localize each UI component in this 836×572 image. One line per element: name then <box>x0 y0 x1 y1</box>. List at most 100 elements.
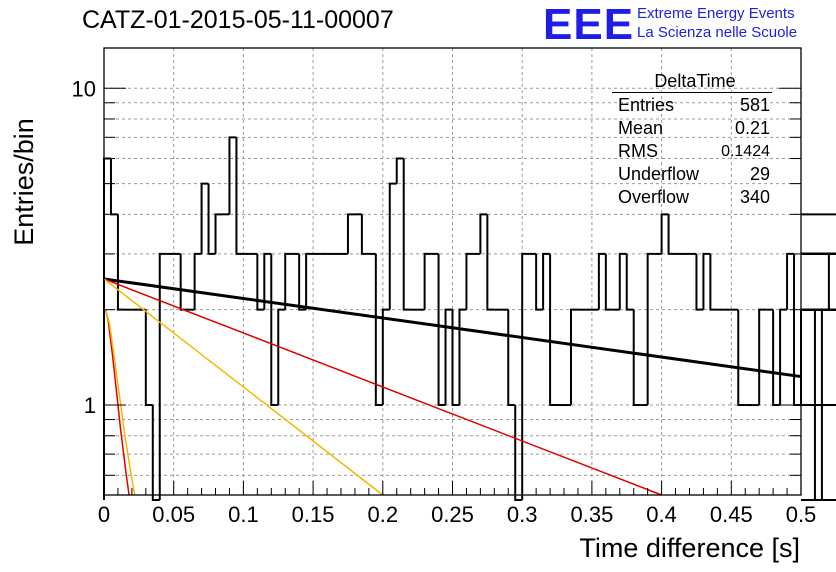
histogram-bin <box>444 308 453 406</box>
histogram-bin <box>458 308 467 406</box>
histogram-bin <box>758 308 767 406</box>
histogram-bin <box>569 308 578 406</box>
fit-curves <box>103 277 802 496</box>
histogram-bin <box>305 252 314 310</box>
histogram-bin <box>235 137 244 255</box>
histogram-bin <box>298 253 307 311</box>
histogram-bin <box>423 252 432 310</box>
y-tick-label: 10 <box>72 76 96 101</box>
fit-curve <box>103 277 802 379</box>
histogram-bin <box>801 308 836 311</box>
histogram-bin <box>193 252 202 310</box>
histogram-bin <box>144 309 153 407</box>
x-tick-label: 0.5 <box>786 502 817 527</box>
histogram-bin <box>479 213 488 254</box>
histogram-bin <box>702 252 711 310</box>
stats-value: 340 <box>739 187 770 207</box>
stats-row-rms: RMS 0.1424 <box>612 140 772 163</box>
stats-value: 581 <box>739 95 770 115</box>
histogram-bin <box>451 309 460 407</box>
stats-value: 0.21 <box>734 118 770 138</box>
histogram-bin <box>542 252 551 310</box>
histogram-bin <box>263 252 272 310</box>
histogram-bin <box>507 309 516 407</box>
histogram-bin <box>632 309 641 407</box>
x-tick-label: 0 <box>98 502 110 527</box>
histogram-bin <box>801 308 836 311</box>
histogram-bin <box>535 253 544 311</box>
stats-row-overflow: Overflow 340 <box>612 186 772 209</box>
histogram-bin <box>801 252 836 255</box>
histogram-bin <box>597 252 606 310</box>
histogram-bin <box>207 183 216 255</box>
histogram-bin <box>801 252 836 255</box>
histogram-bin <box>437 253 446 407</box>
stats-box: DeltaTime Entries 581 Mean 0.21 RMS 0.14… <box>612 70 772 209</box>
histogram-bin <box>801 252 836 255</box>
x-tick-label: 0.1 <box>228 502 259 527</box>
x-tick-label: 0.3 <box>507 502 538 527</box>
histogram-bin <box>646 252 655 406</box>
histogram-bin <box>801 404 836 407</box>
fit-curve <box>104 309 136 496</box>
histogram-bin <box>801 213 836 216</box>
histogram-bin <box>801 308 836 311</box>
histogram-bin <box>801 404 836 407</box>
x-tick-label: 0.05 <box>152 502 195 527</box>
stats-label: Overflow <box>618 187 690 207</box>
histogram-bin <box>514 405 523 501</box>
histogram-bin <box>801 252 836 255</box>
histogram-bin <box>801 308 836 311</box>
histogram-bin <box>395 157 404 184</box>
fit-curve <box>103 278 384 496</box>
stats-label: Mean <box>618 118 664 138</box>
histogram-bin <box>801 252 830 310</box>
x-tick-label: 0.2 <box>368 502 399 527</box>
run-title: CATZ-01-2015-05-11-00007 <box>82 6 394 34</box>
histogram-bin <box>549 253 558 407</box>
x-axis-label: Time difference [s] <box>579 533 800 563</box>
histogram-bin <box>801 308 836 311</box>
stats-row-underflow: Underflow 29 <box>612 163 772 186</box>
histogram-bin <box>270 253 279 407</box>
fit-curve <box>103 278 662 496</box>
histogram-bin <box>402 158 411 311</box>
histogram-bin <box>801 308 836 311</box>
axis-ticks <box>103 87 802 495</box>
histogram-bin <box>158 252 167 500</box>
histogram-bin <box>801 404 836 407</box>
histogram-bin <box>604 253 613 311</box>
histogram-bin <box>801 252 836 255</box>
stats-row-entries: Entries 581 <box>612 94 772 117</box>
x-tick-label: 0.25 <box>431 502 474 527</box>
histogram-bin <box>116 214 125 311</box>
eee-logo: EEE <box>543 0 635 49</box>
eee-tagline: Extreme Energy Events La Scienza nelle S… <box>637 4 797 42</box>
histogram-bin <box>801 308 836 311</box>
histogram-bin <box>709 253 718 311</box>
fit-curve <box>104 309 130 496</box>
y-axis-label: Entries/bin <box>9 118 39 246</box>
histogram-bin <box>801 404 836 407</box>
histogram-bin <box>256 253 265 311</box>
stats-divider <box>612 92 772 93</box>
histogram-bin <box>660 213 669 254</box>
histogram-bin <box>214 213 223 254</box>
stats-label: RMS <box>618 141 658 161</box>
histogram-bin <box>374 253 383 407</box>
histogram-bin <box>388 182 397 310</box>
histogram-bin <box>801 252 836 255</box>
eee-tagline-line1: Extreme Energy Events <box>637 5 795 22</box>
stats-row-mean: Mean 0.21 <box>612 117 772 140</box>
histogram-bin <box>200 182 209 254</box>
histogram-bin <box>779 308 788 406</box>
x-tick-label: 0.15 <box>292 502 335 527</box>
histogram-bin <box>772 309 781 407</box>
histogram-bin <box>465 252 474 310</box>
x-tick-label: 0.35 <box>570 502 613 527</box>
tick-labels: 0 0.05 0.1 0.15 0.2 0.25 0.3 0.35 0.4 0.45 0.5 1 10 <box>72 76 817 527</box>
x-tick-label: 0.4 <box>646 502 677 527</box>
histogram-bin <box>277 308 286 406</box>
histogram-bin <box>625 253 634 311</box>
stats-value: 29 <box>749 164 770 184</box>
